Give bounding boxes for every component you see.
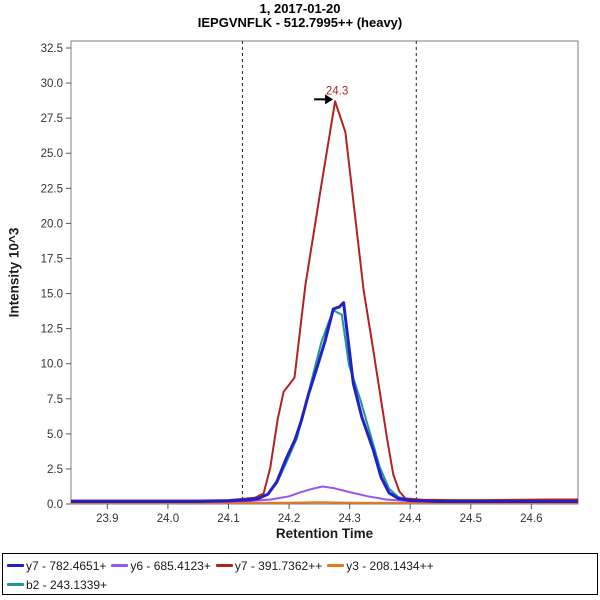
legend-swatch-icon — [111, 564, 129, 567]
legend-label: y7 - 782.4651+ — [26, 558, 107, 573]
x-axis-title: Retention Time — [275, 526, 374, 541]
legend-swatch-icon — [7, 564, 24, 567]
y-tick-label: 12.5 — [41, 324, 63, 336]
y-tick-label: 32.5 — [41, 43, 63, 55]
legend-swatch-icon — [327, 564, 345, 567]
y-tick-label: 30.0 — [41, 78, 63, 90]
y-tick-label: 5.0 — [47, 429, 63, 441]
legend-label: y6 - 685.4123+ — [130, 558, 211, 573]
x-tick-label: 24.0 — [157, 513, 179, 525]
plot-border — [70, 40, 579, 505]
legend-item: b2 - 243.1339+ — [7, 575, 107, 594]
legend-item: y7 - 782.4651+ — [7, 556, 106, 575]
y-tick-label: 10.0 — [41, 359, 63, 371]
x-tick-label: 24.5 — [460, 513, 482, 525]
y-tick-label: 22.5 — [41, 183, 63, 195]
y-tick-label: 0.0 — [47, 499, 63, 511]
peak-arrow-icon — [325, 94, 334, 105]
y-tick-label: 2.5 — [47, 464, 63, 476]
y-tick-label: 20.0 — [41, 218, 63, 230]
legend-swatch-icon — [7, 583, 24, 586]
x-tick-label: 24.2 — [278, 513, 300, 525]
legend-swatch-icon — [215, 564, 233, 567]
x-tick-label: 24.4 — [399, 513, 422, 525]
x-tick-label: 24.3 — [338, 513, 360, 525]
legend-label: y3 - 208.1434++ — [346, 558, 434, 573]
series-line-y7 — [71, 301, 578, 503]
y-tick-label: 7.5 — [47, 394, 63, 406]
legend-label: b2 - 243.1339+ — [26, 577, 108, 592]
y-tick-label: 27.5 — [41, 113, 63, 125]
legend-label: y7 - 391.7362++ — [234, 558, 323, 573]
legend-item: y7 - 391.7362++ — [215, 556, 323, 575]
x-tick-label: 24.6 — [520, 513, 542, 525]
y-tick-label: 15.0 — [41, 289, 63, 301]
legend-item: y3 - 208.1434++ — [327, 556, 434, 575]
y-tick-label: 25.0 — [41, 148, 63, 160]
chart-title: 1, 2017-01-20 — [259, 1, 341, 16]
legend-item: y6 - 685.4123+ — [111, 556, 211, 575]
y-tick-label: 17.5 — [41, 253, 63, 265]
chart-subtitle: IEPGVNFLK - 512.7995++ (heavy) — [197, 15, 403, 30]
legend-box: y7 - 782.4651+ y6 - 685.4123+ y7 - 391.736… — [2, 553, 598, 595]
x-tick-label: 23.9 — [96, 513, 118, 525]
x-tick-label: 24.1 — [217, 513, 239, 525]
peak-rt-annotation: 24.3 — [326, 85, 348, 97]
